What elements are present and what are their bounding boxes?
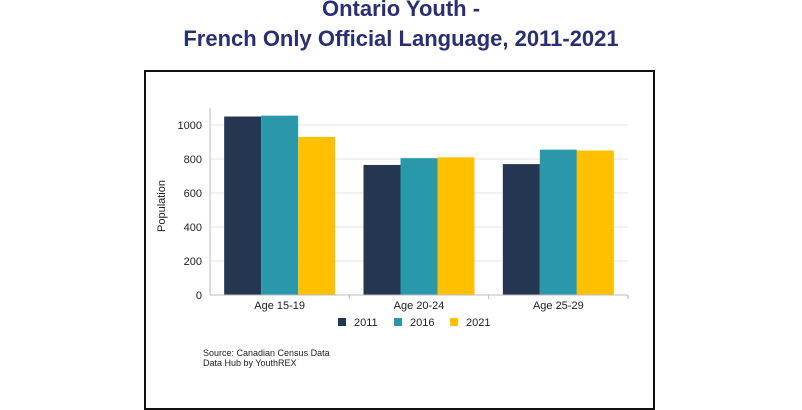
bar-2016-age-25-29 xyxy=(539,149,577,295)
bar-2021-age-15-19 xyxy=(298,136,336,295)
x-tick-label: Age 15-19 xyxy=(254,300,305,312)
y-tick-label: 0 xyxy=(196,290,202,302)
y-axis-label: Population xyxy=(156,180,168,232)
legend-swatch-2021 xyxy=(450,318,458,326)
bar-2011-age-25-29 xyxy=(502,164,540,295)
bar-2011-age-15-19 xyxy=(224,116,262,295)
bar-2016-age-20-24 xyxy=(400,158,438,295)
source-line-2: Data Hub by YouthREX xyxy=(203,358,297,368)
bar-chart: 0 200 400 600 800 1000 Age 15-19 Age 20-24 Age 2… xyxy=(156,108,629,329)
legend-label-2011: 2011 xyxy=(354,317,378,329)
legend-swatch-2016 xyxy=(394,318,402,326)
legend: 2011 2016 2021 xyxy=(338,317,490,329)
y-tick-label: 1000 xyxy=(178,120,202,132)
chart-title-line-2: French Only Official Language, 2011-2021 xyxy=(183,26,619,51)
source-line-1: Source: Canadian Census Data xyxy=(203,348,330,358)
axes: 0 200 400 600 800 1000 Age 15-19 Age 20-24 Age 2… xyxy=(178,108,629,312)
legend-label-2016: 2016 xyxy=(410,317,434,329)
bar-2021-age-25-29 xyxy=(576,150,614,295)
bars xyxy=(224,115,614,296)
y-tick-label: 600 xyxy=(184,188,202,200)
y-tick-label: 200 xyxy=(184,256,202,268)
x-tick-label: Age 20-24 xyxy=(394,300,445,312)
x-tick-label: Age 25-29 xyxy=(533,300,584,312)
legend-label-2021: 2021 xyxy=(466,317,490,329)
chart-title-line-1: Ontario Youth - xyxy=(321,0,481,21)
legend-swatch-2011 xyxy=(338,318,346,326)
bar-2011-age-20-24 xyxy=(363,164,401,295)
y-tick-label: 800 xyxy=(184,154,202,166)
y-tick-label: 400 xyxy=(184,222,202,234)
bar-2016-age-15-19 xyxy=(261,115,299,296)
bar-2021-age-20-24 xyxy=(437,157,475,295)
